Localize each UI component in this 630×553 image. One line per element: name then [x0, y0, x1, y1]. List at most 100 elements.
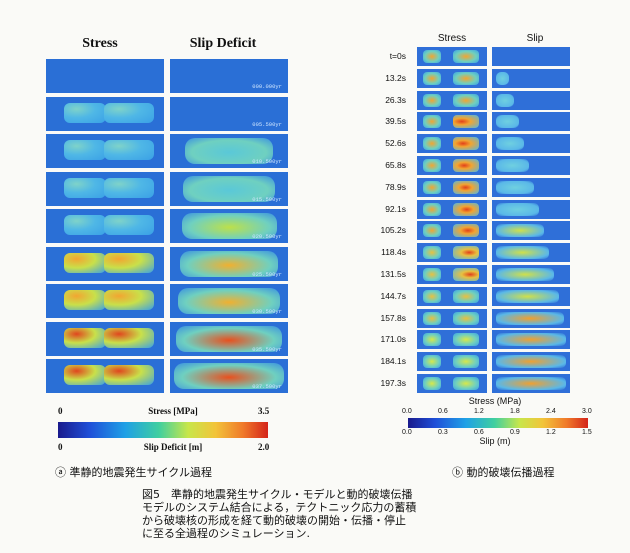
- time-label: 105.2s: [380, 225, 406, 236]
- stress-patch: [423, 355, 441, 369]
- left-stress-scale-label: Stress [MPa]: [148, 406, 198, 416]
- stress-patch: [453, 93, 479, 107]
- slip-tick: 1.5: [582, 429, 592, 436]
- slip-patch: [496, 93, 514, 107]
- right-slip-panel: [492, 177, 570, 197]
- slip-patch: [496, 159, 529, 172]
- time-label: 13.2s: [385, 72, 406, 83]
- slip-patch: [496, 377, 566, 390]
- stress-patch: [104, 365, 154, 385]
- right-stress-header: Stress: [437, 33, 467, 44]
- right-slip-panel: [492, 308, 570, 328]
- slip-patch: [496, 268, 554, 281]
- stress-tick: 2.4: [546, 408, 556, 415]
- figure-caption-line-3: から破壊核の形成を経て動的破壊の開始・伝播・停止: [142, 514, 406, 527]
- right-slip-scale-label: Slip (m): [479, 436, 511, 446]
- stress-patch: [423, 115, 441, 129]
- stress-patch: [104, 290, 154, 310]
- right-stress-panel: [417, 330, 487, 350]
- stress-patch: [423, 137, 441, 151]
- stress-tick: 1.8: [510, 408, 520, 415]
- left-stress-header: Stress: [82, 36, 118, 51]
- slip-patch: [496, 115, 519, 129]
- stress-patch: [104, 140, 154, 160]
- right-stress-panel: [417, 352, 487, 372]
- slip-patch: [496, 180, 534, 194]
- left-slip-deficit-panel: 035.500yr: [170, 321, 288, 356]
- right-stress-panel: [417, 90, 487, 110]
- stress-tick: 1.2: [474, 408, 484, 415]
- right-slip-panel: [492, 199, 570, 219]
- time-label: 184.1s: [380, 356, 406, 367]
- left-colorbar: [58, 422, 268, 438]
- right-stress-panel: [417, 221, 487, 241]
- stress-patch: [64, 290, 106, 310]
- right-stress-panel: [417, 47, 487, 66]
- left-stress-panel: [46, 134, 164, 168]
- left-stress-panel: [46, 321, 164, 356]
- stress-patch: [453, 202, 479, 216]
- stress-patch: [453, 224, 479, 238]
- stress-patch: [453, 50, 479, 63]
- right-stress-panel: [417, 308, 487, 328]
- right-stress-panel: [417, 112, 487, 132]
- time-label: 78.9s: [385, 181, 406, 192]
- stress-patch: [453, 71, 479, 85]
- time-stamp: 020.500yr: [252, 233, 282, 240]
- left-slip-deficit-panel: 005.500yr: [170, 96, 288, 131]
- time-label: 92.1s: [385, 203, 406, 214]
- stress-patch: [423, 202, 441, 216]
- right-slip-panel: [492, 374, 570, 393]
- stress-patch: [423, 333, 441, 347]
- stress-patch: [64, 252, 106, 273]
- left-slip-scale-max: 2.0: [258, 442, 270, 452]
- slip-tick: 1.2: [546, 429, 556, 436]
- time-stamp: 025.500yr: [252, 270, 282, 278]
- left-slip-deficit-panel: 030.500yr: [170, 284, 288, 318]
- stress-patch: [104, 327, 154, 348]
- stress-patch: [64, 140, 106, 160]
- right-stress-panel: [417, 177, 487, 197]
- stress-patch: [64, 102, 106, 123]
- stress-patch: [104, 215, 154, 235]
- time-label: 118.4s: [381, 247, 406, 258]
- right-subcaption: ⓑ 動的破壊伝播過程: [452, 466, 555, 479]
- left-slip-deficit-panel: 025.500yr: [170, 246, 288, 281]
- left-stress-panel: [46, 96, 164, 131]
- slip-patch: [496, 311, 564, 325]
- figure-caption-line-1: 図5 準静的地震発生サイクル・モデルと動的破壊伝播: [142, 488, 413, 501]
- right-slip-panel: [492, 330, 570, 350]
- time-stamp: 030.500yr: [252, 308, 282, 315]
- slip-patch: [496, 224, 544, 238]
- time-label: 131.5s: [380, 269, 406, 279]
- left-stress-panel: [46, 284, 164, 318]
- left-slip-deficit-header: Slip Deficit: [189, 36, 257, 51]
- stress-patch: [423, 159, 441, 172]
- stress-patch: [423, 289, 441, 303]
- right-slip-panel: [492, 68, 570, 88]
- stress-tick: 0.0: [402, 408, 412, 415]
- right-slip-panel: [492, 134, 570, 154]
- right-slip-panel: [492, 286, 570, 306]
- left-subcaption: ⓐ 準静的地震発生サイクル過程: [55, 466, 212, 479]
- time-stamp: 015.500yr: [252, 195, 282, 203]
- left-stress-panel: [46, 209, 164, 243]
- stress-patch: [104, 252, 154, 273]
- left-slip-deficit-panel: 000.000yr: [170, 59, 288, 93]
- slip-deficit-patch: [183, 175, 275, 202]
- figure-caption-line-4: に至る全過程のシミュレーション.: [142, 527, 311, 540]
- right-slip-panel: [492, 221, 570, 241]
- right-slip-header: Slip: [526, 33, 544, 44]
- left-slip-deficit-panel: 010.500yr: [170, 134, 288, 168]
- left-slip-deficit-panel: 015.500yr: [170, 171, 288, 206]
- slip-patch: [496, 333, 566, 347]
- slip-deficit-patch: [177, 288, 281, 314]
- right-stress-panel: [417, 68, 487, 88]
- stress-patch: [423, 93, 441, 107]
- right-stress-panel: [417, 243, 487, 263]
- right-stress-panel: [417, 156, 487, 175]
- stress-patch: [423, 246, 441, 260]
- right-stress-scale-label: Stress (MPa): [468, 396, 522, 406]
- time-stamp: 037.500yr: [252, 383, 282, 390]
- right-slip-panel: [492, 243, 570, 263]
